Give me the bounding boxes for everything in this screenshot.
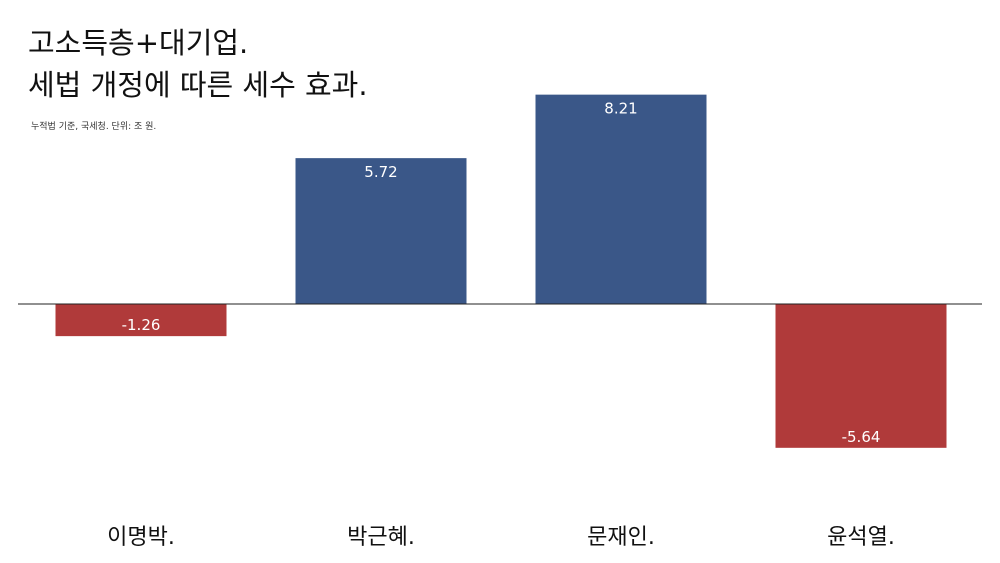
data-label-3: 8.21 — [604, 100, 637, 118]
bar-4 — [775, 304, 947, 448]
category-label-3: 문재인. — [587, 525, 655, 550]
chart-subtitle: 누적법 기준, 국세청. 단위: 조 원. — [31, 122, 157, 132]
chart-title-line-1: 고소득층+대기업. — [28, 26, 249, 60]
bar-3 — [535, 94, 707, 305]
bar-1 — [55, 304, 227, 337]
chart-title-line-2: 세법 개정에 따른 세수 효과. — [28, 68, 368, 102]
bar-2 — [295, 158, 467, 304]
data-label-2: 5.72 — [364, 163, 397, 181]
category-label-4: 윤석열. — [827, 525, 895, 550]
data-label-4: -5.64 — [842, 428, 881, 446]
category-label-2: 박근혜. — [347, 525, 415, 550]
data-label-1: -1.26 — [122, 316, 161, 334]
chart-title: 고소득층+대기업. 세법 개정에 따른 세수 효과. — [28, 22, 368, 106]
category-label-1: 이명박. — [107, 525, 175, 550]
